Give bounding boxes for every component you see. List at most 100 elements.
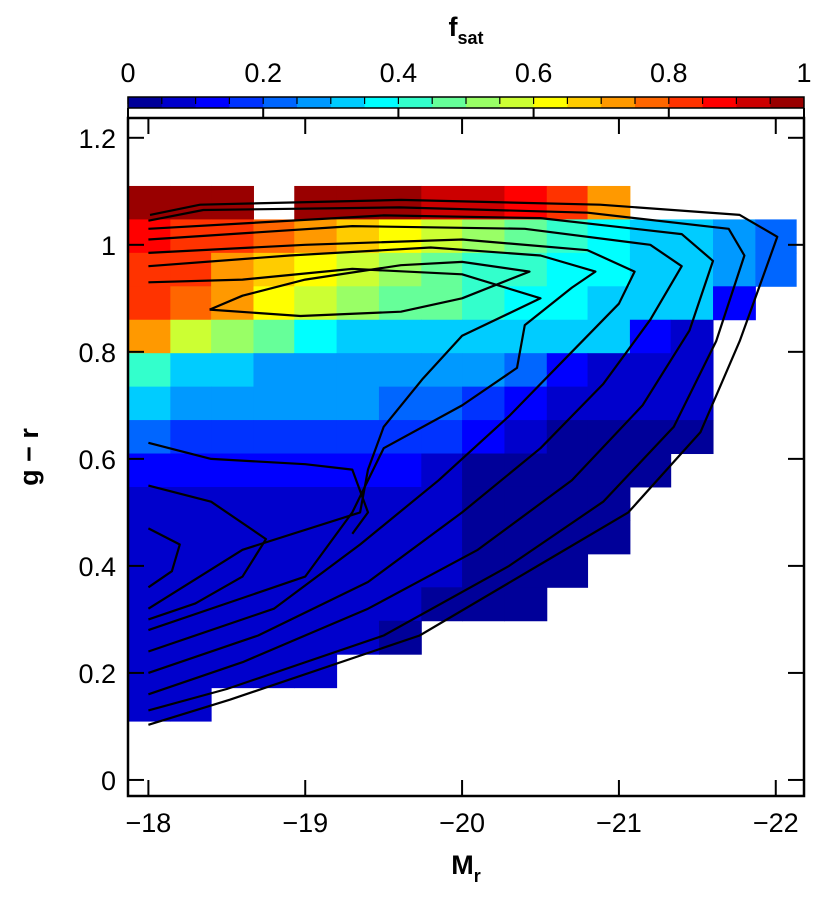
heatmap-cell xyxy=(670,286,714,321)
colorbar-segment xyxy=(398,97,433,108)
heatmap-cell xyxy=(211,353,254,388)
heatmap-cell xyxy=(170,453,212,488)
y-tick-label: 0.4 xyxy=(78,552,116,582)
heatmap-cell xyxy=(253,453,295,488)
heatmap-cell xyxy=(128,286,171,321)
heatmap-cell xyxy=(421,185,463,220)
contour-line xyxy=(147,267,542,610)
y-axis-label: g − r xyxy=(14,428,44,486)
heatmap-cell xyxy=(462,520,505,555)
y-tick-label: 0 xyxy=(101,766,116,796)
heatmap-cell xyxy=(587,386,631,421)
heatmap-cell xyxy=(462,386,505,421)
x-axis-label-sub: r xyxy=(474,866,481,886)
colorbar-segment xyxy=(533,97,568,108)
heatmap-cell xyxy=(336,319,380,354)
colorbar-segment xyxy=(668,97,704,108)
heatmap-cell xyxy=(504,219,548,254)
heatmap-cell xyxy=(587,252,631,287)
heatmap-cell xyxy=(253,654,295,689)
heatmap-cell xyxy=(421,453,463,488)
colorbar-segment xyxy=(635,97,670,108)
contour-line xyxy=(209,260,531,318)
heatmap-cell xyxy=(504,286,548,321)
heatmap-cell xyxy=(462,486,505,521)
colorbar-segment xyxy=(567,97,602,108)
heatmap-cell xyxy=(421,252,463,287)
heatmap-cell xyxy=(253,353,295,388)
heatmap-cell xyxy=(587,319,631,354)
heatmap-cell xyxy=(713,219,756,254)
colorbar-tick-label: 0.2 xyxy=(244,58,282,88)
heatmap-cell xyxy=(421,319,463,354)
colorbar-label-sub: sat xyxy=(457,28,483,48)
heatmap-cell xyxy=(128,420,171,455)
heatmap-cell xyxy=(294,219,338,254)
colorbar-segment xyxy=(601,97,636,108)
heatmap-cell xyxy=(294,553,338,588)
heatmap-cell xyxy=(546,319,589,354)
colorbar-segment xyxy=(229,97,264,108)
heatmap-cell xyxy=(546,553,589,588)
heatmap-cell xyxy=(128,386,171,421)
colorbar-tick-label: 0.4 xyxy=(380,58,418,88)
colorbar-frame xyxy=(127,96,805,109)
heatmap-cell xyxy=(170,654,212,689)
heatmap-cell xyxy=(378,520,422,555)
contour-line xyxy=(148,238,636,653)
colorbar-segment xyxy=(297,97,332,108)
heatmap-cell xyxy=(336,486,380,521)
heatmap-cell xyxy=(128,587,171,622)
heatmap-cell xyxy=(128,219,171,254)
heatmap-cell xyxy=(336,553,380,588)
heatmap-cell xyxy=(211,319,254,354)
heatmap-cell xyxy=(253,219,295,254)
colorbar-segment xyxy=(702,97,737,108)
y-tick-label: 1 xyxy=(101,231,116,261)
heatmap-cell xyxy=(378,353,422,388)
heatmap-cell xyxy=(670,420,714,455)
heatmap-cell xyxy=(587,353,631,388)
heatmap-cell xyxy=(128,654,171,689)
heatmap-cell xyxy=(504,353,548,388)
x-axis-label-main: M xyxy=(451,850,474,880)
heatmap-cell xyxy=(629,453,672,488)
contour-line xyxy=(148,484,268,621)
heatmap-cell xyxy=(294,353,338,388)
heatmap-cell xyxy=(336,353,380,388)
heatmap-cell xyxy=(294,453,338,488)
y-tick-label: 0.8 xyxy=(78,338,116,368)
colorbar-segment xyxy=(364,97,399,108)
heatmap-cell xyxy=(294,486,338,521)
colorbar-label: fsat xyxy=(448,12,483,48)
heatmap-cell xyxy=(336,219,380,254)
heatmap-cell xyxy=(128,687,171,722)
heatmap-cell xyxy=(336,420,380,455)
heatmap-cell xyxy=(211,587,254,622)
colorbar-segment xyxy=(195,97,230,108)
heatmap-cell xyxy=(378,486,422,521)
heatmap-cell xyxy=(128,185,171,220)
heatmap-cell xyxy=(378,386,422,421)
heatmap-cell xyxy=(421,553,463,588)
heatmap-cell xyxy=(211,420,254,455)
heatmap-cell xyxy=(378,553,422,588)
heatmap-cell xyxy=(294,386,338,421)
heatmap-cell xyxy=(128,486,171,521)
plot-frame xyxy=(126,116,806,798)
colorbar-segment xyxy=(161,97,197,108)
heatmap-cell xyxy=(421,420,463,455)
heatmap xyxy=(128,185,797,722)
contour-line xyxy=(148,206,746,712)
heatmap-cell xyxy=(336,386,380,421)
colorbar-tick-label: 0 xyxy=(120,58,135,88)
heatmap-cell xyxy=(629,252,672,287)
heatmap-cell xyxy=(629,286,672,321)
heatmap-cell xyxy=(629,319,672,354)
colorbar-segment xyxy=(128,97,163,108)
heatmap-cell xyxy=(378,286,422,321)
heatmap-cell xyxy=(211,286,254,321)
heatmap-cell xyxy=(128,319,171,354)
heatmap-cell xyxy=(587,520,631,555)
heatmap-cell xyxy=(336,587,380,622)
